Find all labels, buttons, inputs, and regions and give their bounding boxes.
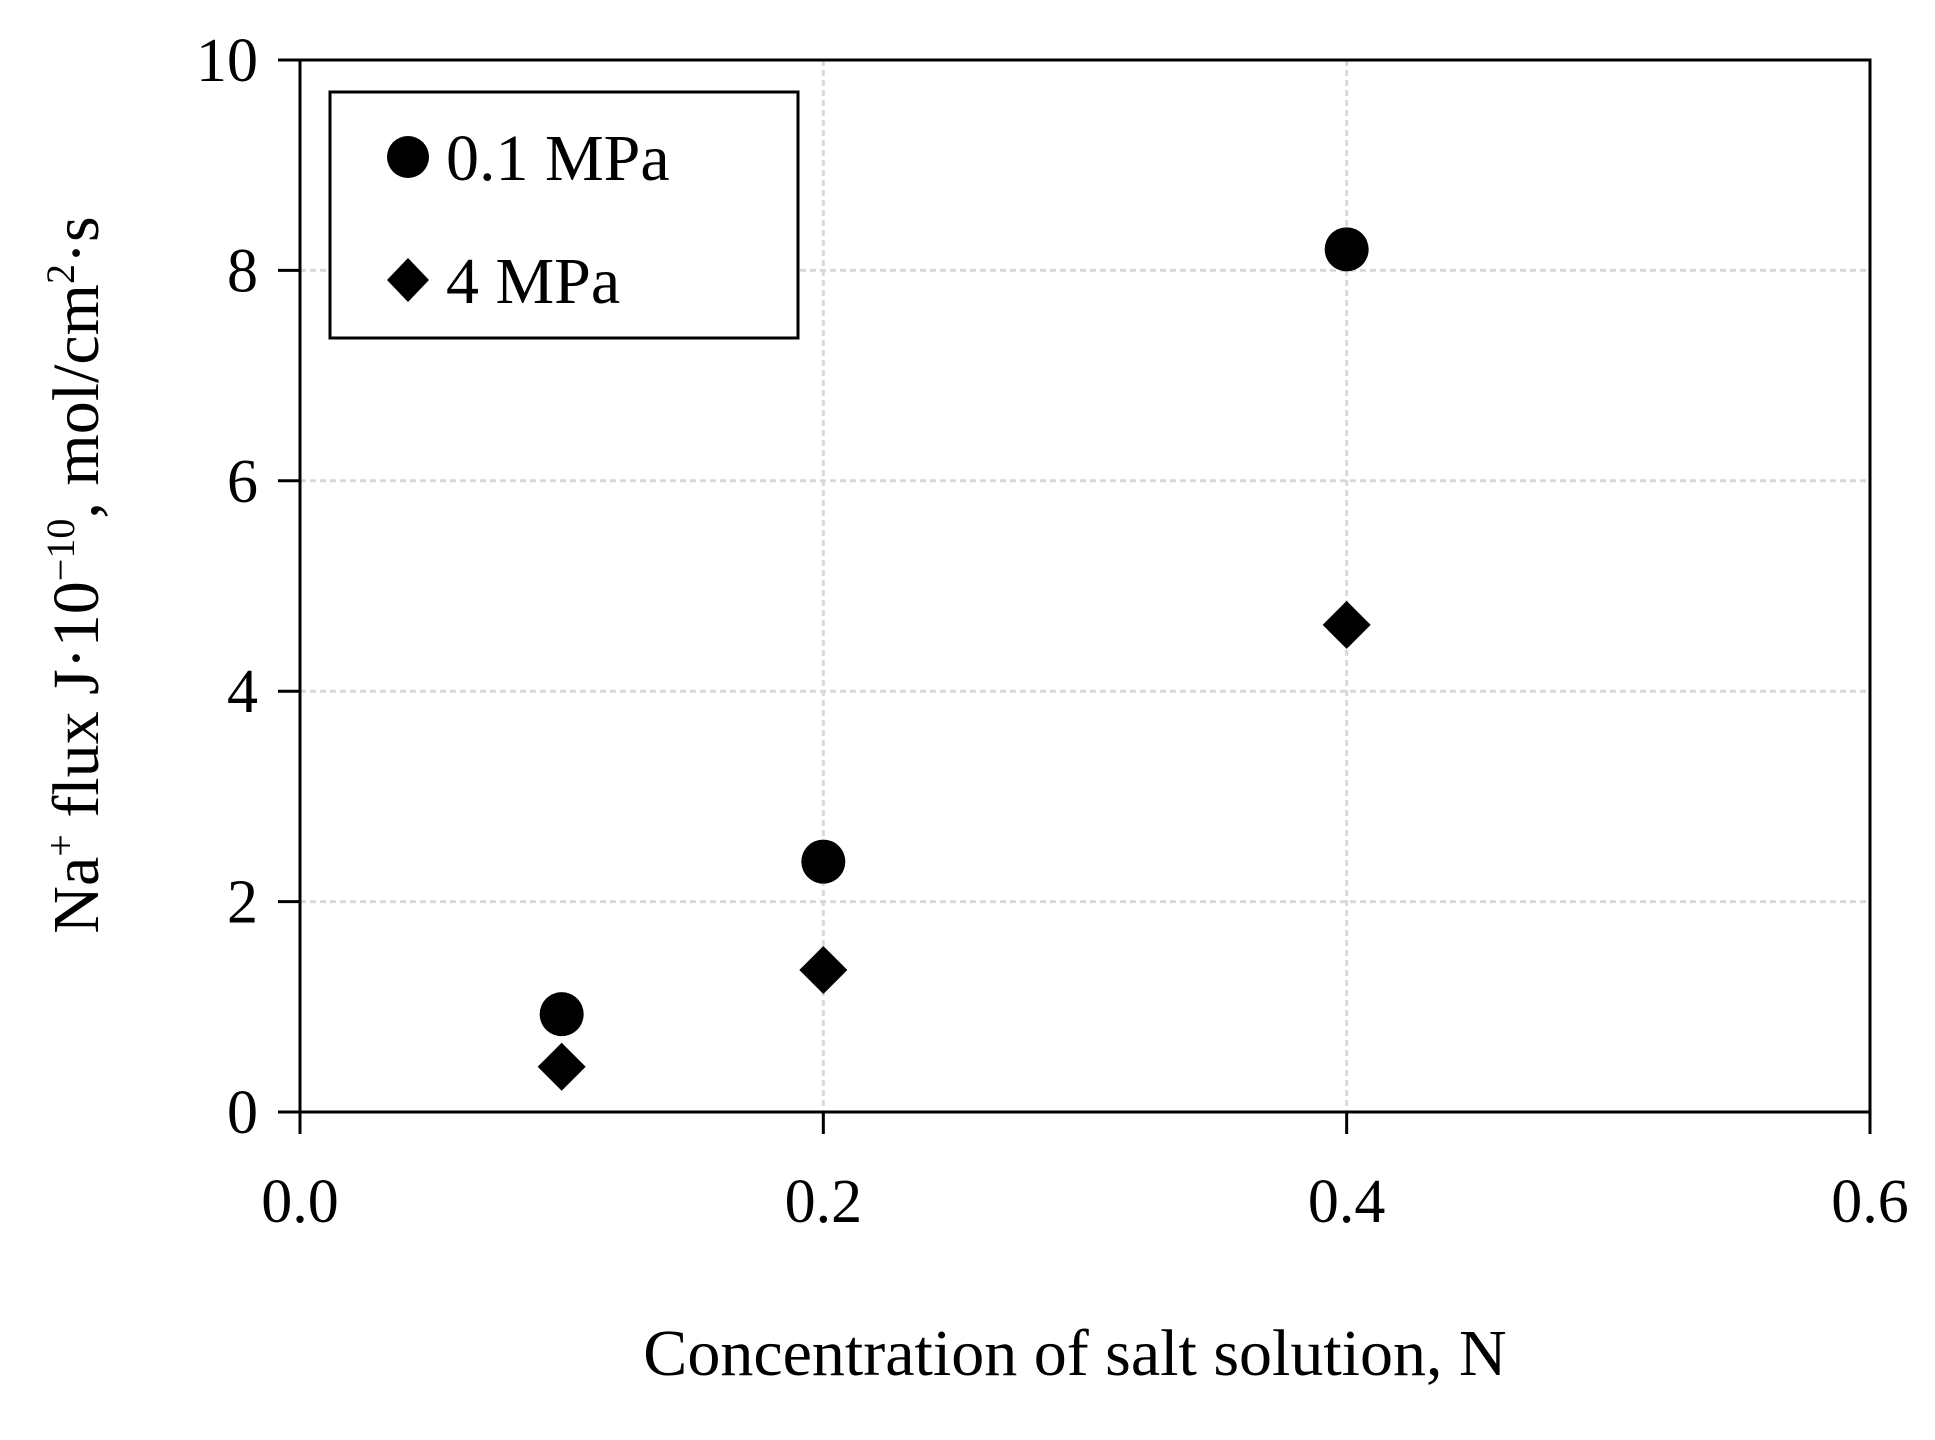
legend: 0.1 MPa 4 MPa: [328, 90, 800, 340]
legend-diamond-marker: [387, 258, 429, 302]
y-axis-title: Na+ flux J·10−10, mol/cm2·s: [38, 216, 113, 933]
y-tick-label: 4: [227, 658, 258, 726]
y-tick-label: 10: [196, 27, 258, 95]
legend-label-0: 0.1 MPa: [446, 122, 670, 195]
point-series-1-0: [537, 1042, 586, 1091]
legend-circle-marker: [387, 136, 429, 178]
y-tick-label: 8: [227, 237, 258, 305]
y-tick-label: 6: [227, 448, 258, 516]
x-tick-label: 0.0: [261, 1168, 339, 1236]
data-points: [537, 227, 1371, 1091]
point-series-1-1: [799, 945, 848, 994]
y-tick-label: 0: [227, 1079, 258, 1147]
legend-label-1: 4 MPa: [446, 245, 620, 318]
point-series-0-1: [801, 839, 846, 884]
point-series-0-2: [1324, 227, 1369, 272]
x-axis-title: Concentration of salt solution, N: [643, 1317, 1506, 1390]
y-tick-label: 2: [227, 869, 258, 937]
x-tick-label: 0.4: [1308, 1168, 1386, 1236]
x-tick-label: 0.6: [1831, 1168, 1909, 1236]
axis-ticks: 0.0 0.2 0.4 0.6 0 2 4 6 8 10: [196, 27, 1909, 1236]
plot-area-frame: [298, 58, 1872, 1114]
point-series-1-2: [1322, 600, 1371, 649]
point-series-0-0: [539, 992, 584, 1037]
x-tick-label: 0.2: [785, 1168, 863, 1236]
